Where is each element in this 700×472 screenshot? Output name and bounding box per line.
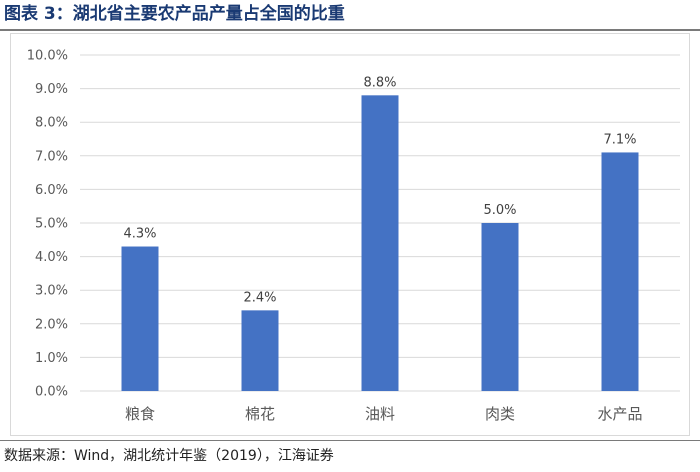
y-tick-label: 3.0% [35, 284, 68, 299]
x-tick-label: 肉类 [485, 405, 515, 423]
x-tick-label: 棉花 [245, 405, 275, 423]
x-axis: 粮食 棉花 油料 肉类 水产品 [125, 405, 643, 423]
data-label: 5.0% [483, 203, 516, 218]
source-note: 数据来源：Wind，湖北统计年鉴（2019），江海证券 [4, 448, 334, 464]
chart-frame [10, 33, 690, 436]
x-tick-label: 粮食 [125, 405, 155, 423]
bar [361, 95, 399, 391]
data-label: 8.8% [363, 75, 396, 90]
source-divider [0, 440, 700, 441]
y-tick-label: 6.0% [35, 183, 68, 198]
bar-chart: 0.0% 1.0% 2.0% 3.0% 4.0% 5.0% 6.0% 7.0% 8.0% 9.0%… [27, 49, 680, 423]
bars [121, 95, 639, 391]
bar [241, 310, 279, 391]
bar [121, 246, 159, 391]
y-tick-label: 4.0% [35, 250, 68, 265]
y-tick-label: 1.0% [35, 351, 68, 366]
y-tick-label: 10.0% [27, 49, 68, 64]
bar [481, 223, 519, 391]
data-label: 7.1% [603, 132, 636, 147]
data-label: 2.4% [243, 290, 276, 305]
y-axis: 0.0% 1.0% 2.0% 3.0% 4.0% 5.0% 6.0% 7.0% 8.0% 9.0%… [27, 49, 68, 400]
data-label: 4.3% [123, 227, 156, 242]
y-tick-label: 9.0% [35, 82, 68, 97]
title-divider [0, 29, 700, 31]
y-tick-label: 8.0% [35, 116, 68, 131]
y-tick-label: 2.0% [35, 317, 68, 332]
data-labels: 4.3% 2.4% 8.8% 5.0% 7.1% [123, 75, 636, 305]
chart-title: 图表 3：湖北省主要农产品产量占全国的比重 [4, 4, 345, 24]
y-tick-label: 7.0% [35, 149, 68, 164]
x-tick-label: 水产品 [597, 405, 642, 423]
gridlines [80, 54, 680, 392]
y-tick-label: 5.0% [35, 217, 68, 232]
bar [601, 152, 639, 391]
y-tick-label: 0.0% [35, 385, 68, 400]
x-tick-label: 油料 [365, 405, 395, 423]
